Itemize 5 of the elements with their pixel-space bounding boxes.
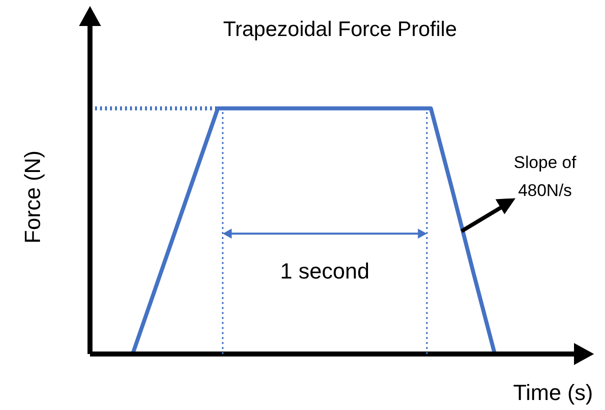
y-axis-title: Force (N) (20, 150, 45, 244)
chart-title: Trapezoidal Force Profile (223, 18, 457, 41)
annotation: Slope of 480N/s (514, 153, 576, 200)
x-axis-title: Time (s) (513, 380, 593, 405)
annotation: 1 second (280, 258, 370, 284)
